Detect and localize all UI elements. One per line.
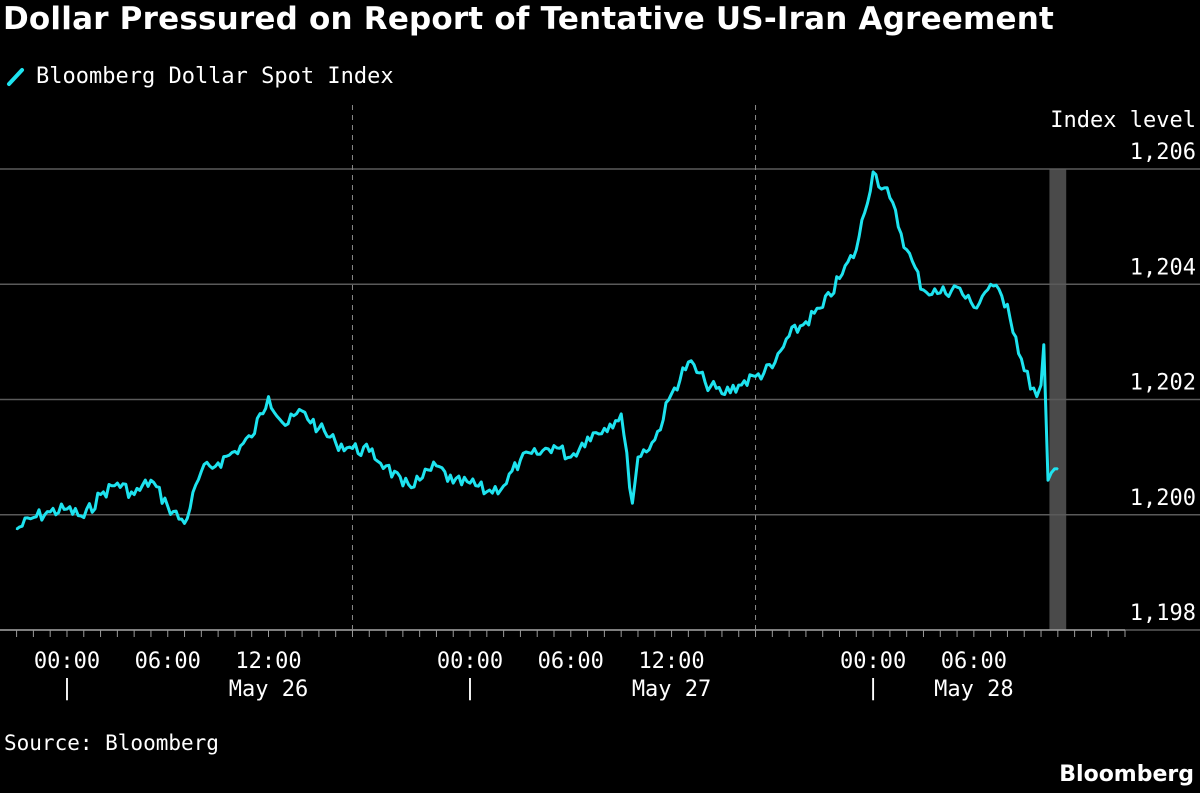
day-marker: |: [463, 676, 476, 701]
data-point: [838, 277, 841, 280]
data-point: [1047, 479, 1049, 482]
data-point: [905, 248, 908, 251]
data-point: [519, 459, 522, 461]
data-point: [989, 283, 992, 286]
data-point: [805, 320, 807, 323]
data-point: [586, 436, 589, 438]
data-point: [1040, 384, 1042, 386]
data-point: [788, 335, 790, 337]
legend-swatch: [7, 68, 24, 86]
data-point: [536, 453, 538, 456]
data-point: [1057, 467, 1059, 470]
data-point: [670, 392, 673, 395]
data-point: [502, 485, 505, 487]
data-point: [553, 444, 555, 447]
data-point: [284, 424, 287, 427]
data-point: [15, 528, 18, 530]
data-point: [83, 516, 85, 519]
x-tick-label: 00:00: [840, 649, 906, 674]
data-point: [956, 286, 958, 288]
day-marker: |: [866, 676, 879, 701]
x-tick-label: 06:00: [538, 649, 604, 674]
day-marker: |: [60, 676, 73, 701]
data-point: [32, 516, 35, 519]
x-tick-label: 00:00: [34, 649, 100, 674]
data-point: [318, 427, 320, 430]
data-point: [250, 436, 253, 438]
x-tick-label: 06:00: [941, 649, 1007, 674]
data-point: [418, 479, 421, 482]
data-point: [200, 470, 203, 473]
y-tick-label: 1,202: [1130, 371, 1196, 396]
data-point: [889, 197, 891, 199]
data-point: [872, 171, 874, 173]
data-point: [351, 447, 354, 450]
y-tick-label: 1,204: [1130, 255, 1196, 280]
data-point: [267, 395, 270, 398]
bloomberg-logo: Bloomberg: [1059, 762, 1194, 787]
y-tick-label: 1,198: [1130, 601, 1196, 626]
data-point: [452, 482, 455, 484]
source-note: Source: Bloomberg: [4, 731, 219, 755]
x-day-label: May 26: [229, 677, 308, 702]
data-point: [1023, 369, 1025, 372]
data-point: [1043, 344, 1045, 346]
data-point: [754, 375, 757, 378]
data-point: [99, 493, 102, 496]
data-point: [771, 367, 774, 369]
data-point: [570, 456, 572, 458]
data-point: [1036, 395, 1038, 398]
data-point: [133, 493, 135, 496]
data-point: [704, 381, 706, 384]
data-point: [469, 482, 471, 484]
data-point: [721, 392, 723, 395]
data-point: [301, 410, 303, 412]
data-point: [166, 505, 169, 507]
data-point: [234, 450, 236, 453]
x-tick-label: 00:00: [437, 649, 503, 674]
data-point: [821, 306, 824, 309]
data-point: [637, 456, 639, 458]
data-point: [855, 248, 858, 251]
data-point: [435, 465, 438, 467]
data-point: [654, 439, 656, 441]
data-point: [385, 465, 387, 467]
chart-title: Dollar Pressured on Report of Tentative …: [3, 1, 1055, 37]
data-point: [49, 511, 51, 513]
legend-label: Bloomberg Dollar Spot Index: [36, 63, 394, 89]
data-point: [486, 490, 488, 493]
data-point: [631, 502, 634, 505]
data-point: [116, 482, 119, 484]
legend: Bloomberg Dollar Spot Index: [4, 62, 394, 90]
y-tick-label: 1,206: [1130, 140, 1196, 165]
data-point: [922, 289, 925, 291]
data-point: [603, 427, 606, 430]
x-day-label: May 27: [632, 677, 711, 702]
data-point: [1006, 303, 1009, 306]
data-point: [66, 508, 68, 510]
y-tick-label: 1,200: [1130, 486, 1196, 511]
y-axis-title: Index level: [1050, 108, 1196, 133]
x-tick-label: 12:00: [235, 649, 301, 674]
x-tick-label: 06:00: [135, 649, 201, 674]
data-point: [687, 361, 690, 363]
x-day-label: May 28: [934, 677, 1013, 702]
data-point: [402, 485, 404, 487]
x-tick-label: 12:00: [638, 649, 704, 674]
data-point: [973, 306, 975, 309]
data-point: [183, 522, 186, 525]
data-point: [217, 462, 219, 464]
data-point: [334, 441, 337, 444]
data-point: [620, 413, 622, 415]
data-point: [150, 479, 152, 482]
series-line: [15, 170, 1058, 531]
line-chart: 1,206 1,204 1,202 1,200 1,198 Index level 00:…: [0, 105, 1200, 702]
data-point: [939, 292, 942, 294]
data-point: [368, 450, 371, 453]
data-point: [737, 384, 740, 386]
